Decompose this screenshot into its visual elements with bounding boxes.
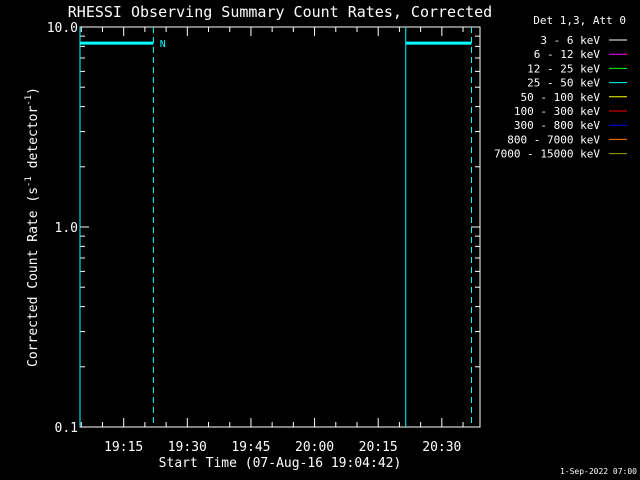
x-tick-label: 19:45 [231, 440, 270, 455]
chart-title: RHESSI Observing Summary Count Rates, Co… [68, 3, 492, 21]
plot-frame [79, 26, 481, 428]
footer-timestamp: 1-Sep-2022 07:00 [560, 467, 637, 476]
legend-entry-label: 100 - 300 keV [514, 105, 600, 118]
legend-entry-label: 12 - 25 keV [527, 62, 600, 75]
legend-entry-label: 25 - 50 keV [527, 77, 600, 90]
legend-entry-label: 300 - 800 keV [514, 119, 600, 132]
y-tick-label: 10.0 [47, 21, 78, 36]
legend-title: Det 1,3, Att 0 [533, 14, 626, 27]
legend-entry-label: 800 - 7000 keV [507, 133, 600, 146]
x-tick-label: 19:15 [104, 440, 143, 455]
annotation-label: N [160, 39, 166, 50]
x-tick-label: 19:30 [168, 440, 207, 455]
legend-entry-label: 3 - 6 keV [540, 34, 600, 47]
y-tick-label: 1.0 [55, 221, 78, 236]
x-tick-label: 20:15 [359, 440, 398, 455]
x-tick-label: 20:00 [295, 440, 334, 455]
series-group: N [80, 39, 472, 50]
y-axis-label-end: ) [26, 87, 41, 95]
y-axis-label: Corrected Count Rate (s-1 detector-1) [24, 87, 41, 367]
y-axis-label-sup2: -1 [24, 95, 34, 106]
x-axis-label: Start Time (07-Aug-16 19:04:42) [159, 456, 402, 471]
y-axis-label-sup1: -1 [24, 176, 34, 187]
tick-labels: 19:15 19:30 19:45 20:00 20:15 20:30 0.1 1.0 10.0 [47, 21, 462, 455]
legend-entry-label: 50 - 100 keV [521, 91, 601, 104]
legend-entry-label: 7000 - 15000 keV [494, 148, 600, 161]
y-axis-label-main: Corrected Count Rate (s [26, 187, 41, 367]
x-tick-label: 20:30 [422, 440, 461, 455]
legend-entry-label: 6 - 12 keV [534, 48, 601, 61]
time-markers [79, 27, 473, 427]
axes [79, 26, 481, 428]
y-axis-label-mid: detector [26, 106, 41, 177]
y-tick-label: 0.1 [55, 421, 78, 436]
